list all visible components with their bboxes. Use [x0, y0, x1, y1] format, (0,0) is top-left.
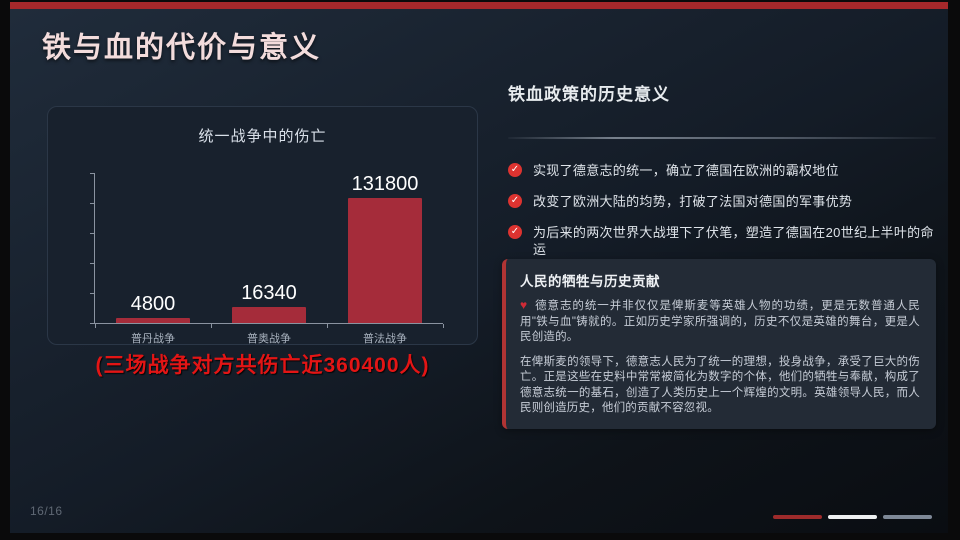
slide: 铁与血的代价与意义 统一战争中的伤亡 4800 普丹战争 16340 普奥战争 1318… — [10, 2, 948, 533]
x-axis-tick — [327, 324, 328, 328]
check-circle-icon: ✓ — [508, 194, 522, 208]
x-axis-tick — [95, 324, 96, 328]
check-circle-icon: ✓ — [508, 225, 522, 239]
x-axis-tick — [443, 324, 444, 328]
y-axis-tick — [90, 173, 94, 174]
bar-value-label: 16340 — [241, 282, 297, 304]
slide-nav-indicators — [773, 515, 932, 519]
divider-line — [508, 137, 936, 139]
bar-slot: 131800 普法战争 — [327, 173, 443, 345]
x-axis-tick — [211, 324, 212, 328]
check-circle-icon: ✓ — [508, 163, 522, 177]
page-number: 16/16 — [30, 504, 63, 518]
chart-card: 统一战争中的伤亡 4800 普丹战争 16340 普奥战争 131800 普法战争 — [47, 106, 478, 345]
bullet-item: ✓ 为后来的两次世界大战埋下了伏笔，塑造了德国在20世纪上半叶的命运 — [508, 224, 940, 258]
bar — [232, 307, 306, 323]
info-card-paragraph-1: ♥ 德意志的统一并非仅仅是俾斯麦等英雄人物的功绩，更是无数普通人民用"铁与血"铸就… — [520, 298, 920, 346]
bullet-list: ✓ 实现了德意志的统一，确立了德国在欧洲的霸权地位 ✓ 改变了欧洲大陆的均势，打… — [508, 162, 940, 258]
bullet-text: 实现了德意志的统一，确立了德国在欧洲的霸权地位 — [533, 163, 839, 178]
bar-value-label: 4800 — [130, 293, 176, 315]
info-card-title: 人民的牺牲与历史贡献 — [520, 274, 660, 289]
bullet-text: 改变了欧洲大陆的均势，打破了法国对德国的军事优势 — [533, 194, 853, 209]
nav-bar-current[interactable] — [773, 515, 822, 519]
bar — [348, 198, 422, 323]
y-axis-tick — [90, 263, 94, 264]
y-axis-tick — [90, 293, 94, 294]
bar-category-label: 普丹战争 — [131, 333, 175, 345]
heart-icon: ♥ — [520, 298, 529, 312]
info-card-paragraph-2: 在俾斯麦的领导下，德意志人民为了统一的理想，投身战争，承受了巨大的伤亡。正是这些… — [520, 355, 920, 415]
y-axis-tick — [90, 203, 94, 204]
bar-slot: 16340 普奥战争 — [211, 173, 327, 345]
bars-layer: 4800 普丹战争 16340 普奥战争 131800 普法战争 — [95, 173, 443, 345]
bullet-item: ✓ 改变了欧洲大陆的均势，打破了法国对德国的军事优势 — [508, 193, 940, 210]
chart-caption: (三场战争对方共伤亡近360400人) — [95, 354, 430, 377]
y-axis-tick — [90, 233, 94, 234]
top-accent-bar — [10, 2, 948, 9]
slide-title: 铁与血的代价与意义 — [42, 32, 322, 64]
bar-category-label: 普法战争 — [363, 333, 407, 345]
info-card: 人民的牺牲与历史贡献 ♥ 德意志的统一并非仅仅是俾斯麦等英雄人物的功绩，更是无数普… — [502, 259, 936, 429]
y-axis-tick — [90, 323, 94, 324]
bar-value-label: 131800 — [351, 173, 419, 195]
bar-slot: 4800 普丹战争 — [95, 173, 211, 345]
nav-bar-white[interactable] — [828, 515, 877, 519]
chart-title: 统一战争中的伤亡 — [198, 128, 327, 145]
bullet-item: ✓ 实现了德意志的统一，确立了德国在欧洲的霸权地位 — [508, 162, 940, 179]
bullet-text: 为后来的两次世界大战埋下了伏笔，塑造了德国在20世纪上半叶的命运 — [533, 225, 934, 257]
bar-chart-plot: 4800 普丹战争 16340 普奥战争 131800 普法战争 — [90, 173, 444, 345]
bar-category-label: 普奥战争 — [247, 333, 291, 345]
right-panel-heading: 铁血政策的历史意义 — [508, 85, 670, 104]
nav-bar-gray[interactable] — [883, 515, 932, 519]
info-card-paragraph-1-text: 德意志的统一并非仅仅是俾斯麦等英雄人物的功绩，更是无数普通人民用"铁与血"铸就的… — [520, 300, 921, 343]
bar — [116, 318, 190, 323]
